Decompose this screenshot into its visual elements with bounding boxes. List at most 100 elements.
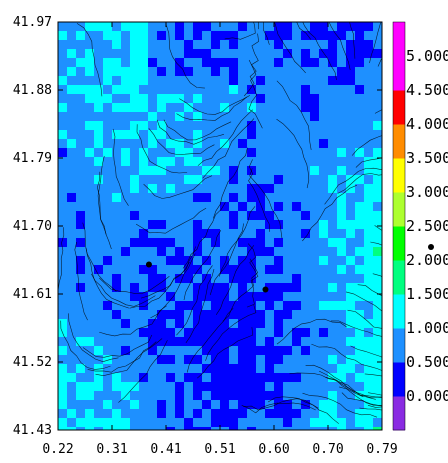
heatmap-cell [139, 382, 149, 392]
heatmap-cell [229, 328, 239, 338]
heatmap-cell [166, 76, 176, 86]
heatmap-cell [85, 229, 95, 239]
heatmap-cell [301, 220, 311, 230]
heatmap-cell [211, 382, 221, 392]
heatmap-cell [166, 175, 176, 185]
heatmap-cell [166, 247, 176, 257]
heatmap-cell [247, 355, 257, 365]
heatmap-cell [58, 319, 68, 329]
heatmap-cell [58, 31, 68, 41]
heatmap-cell [229, 85, 239, 95]
heatmap-field [58, 22, 382, 430]
heatmap-cell [364, 427, 374, 430]
heatmap-cell [112, 184, 122, 194]
heatmap-cell [121, 76, 131, 86]
heatmap-cell [166, 292, 176, 302]
heatmap-cell [139, 202, 149, 212]
heatmap-cell [211, 166, 221, 176]
heatmap-cell [112, 265, 122, 275]
heatmap-cell [184, 418, 194, 428]
heatmap-cell [229, 220, 239, 230]
heatmap-cell [256, 76, 266, 86]
heatmap-cell [139, 94, 149, 104]
heatmap-cell [157, 382, 167, 392]
heatmap-cell [112, 256, 122, 266]
heatmap-cell [130, 148, 140, 158]
heatmap-cell [373, 418, 382, 428]
heatmap-cell [292, 31, 302, 41]
heatmap-cell [157, 418, 167, 428]
heatmap-cell [211, 229, 221, 239]
heatmap-cell [346, 418, 356, 428]
heatmap-cell [103, 166, 113, 176]
heatmap-cell [319, 247, 329, 257]
heatmap-cell [67, 157, 77, 167]
heatmap-cell [274, 265, 284, 275]
heatmap-cell [157, 58, 167, 68]
heatmap-cell [346, 283, 356, 293]
heatmap-cell [229, 211, 239, 221]
heatmap-cell [283, 319, 293, 329]
heatmap-cell [364, 103, 374, 113]
heatmap-cell [283, 76, 293, 86]
heatmap-cell [346, 409, 356, 419]
heatmap-cell [265, 85, 275, 95]
heatmap-cell [184, 238, 194, 248]
heatmap-cell [58, 400, 68, 410]
heatmap-cell [166, 103, 176, 113]
heatmap-cell [355, 40, 365, 50]
heatmap-cell [346, 247, 356, 257]
heatmap-cell [202, 256, 212, 266]
heatmap-cell [184, 220, 194, 230]
heatmap-cell [229, 337, 239, 347]
heatmap-cell [85, 418, 95, 428]
heatmap-cell [94, 22, 104, 32]
heatmap-cell [328, 400, 338, 410]
heatmap-cell [175, 256, 185, 266]
heatmap-cell [67, 409, 77, 419]
heatmap-cell [220, 49, 230, 59]
heatmap-cell [67, 346, 77, 356]
heatmap-cell [364, 175, 374, 185]
heatmap-cell [130, 409, 140, 419]
heatmap-cell [238, 121, 248, 131]
heatmap-cell [157, 247, 167, 257]
heatmap-cell [346, 193, 356, 203]
heatmap-cell [130, 247, 140, 257]
heatmap-cell [211, 22, 221, 32]
heatmap-cell [166, 130, 176, 140]
heatmap-cell [211, 247, 221, 257]
heatmap-cell [193, 58, 203, 68]
heatmap-cell [184, 94, 194, 104]
heatmap-cell [355, 346, 365, 356]
heatmap-cell [193, 121, 203, 131]
heatmap-cell [355, 355, 365, 365]
heatmap-cell [130, 292, 140, 302]
heatmap-cell [310, 301, 320, 311]
heatmap-cell [265, 301, 275, 311]
heatmap-cell [256, 130, 266, 140]
streamline [136, 124, 188, 174]
heatmap-cell [103, 58, 113, 68]
heatmap-cell [121, 211, 131, 221]
heatmap-cell [265, 382, 275, 392]
heatmap-cell [85, 346, 95, 356]
heatmap-cell [202, 40, 212, 50]
heatmap-cell [355, 409, 365, 419]
heatmap-cell [85, 112, 95, 122]
streamline [328, 22, 351, 71]
heatmap-cell [130, 22, 140, 32]
heatmap-cell [238, 337, 248, 347]
heatmap-cell [76, 85, 86, 95]
heatmap-cell [220, 418, 230, 428]
heatmap-cell [292, 391, 302, 401]
heatmap-cell [193, 112, 203, 122]
heatmap-cell [373, 121, 382, 131]
heatmap-cell [229, 292, 239, 302]
heatmap-cell [364, 355, 374, 365]
heatmap-cell [103, 85, 113, 95]
heatmap-cell [112, 328, 122, 338]
heatmap-cell [139, 31, 149, 41]
heatmap-cell [247, 328, 257, 338]
heatmap-cell [229, 409, 239, 419]
